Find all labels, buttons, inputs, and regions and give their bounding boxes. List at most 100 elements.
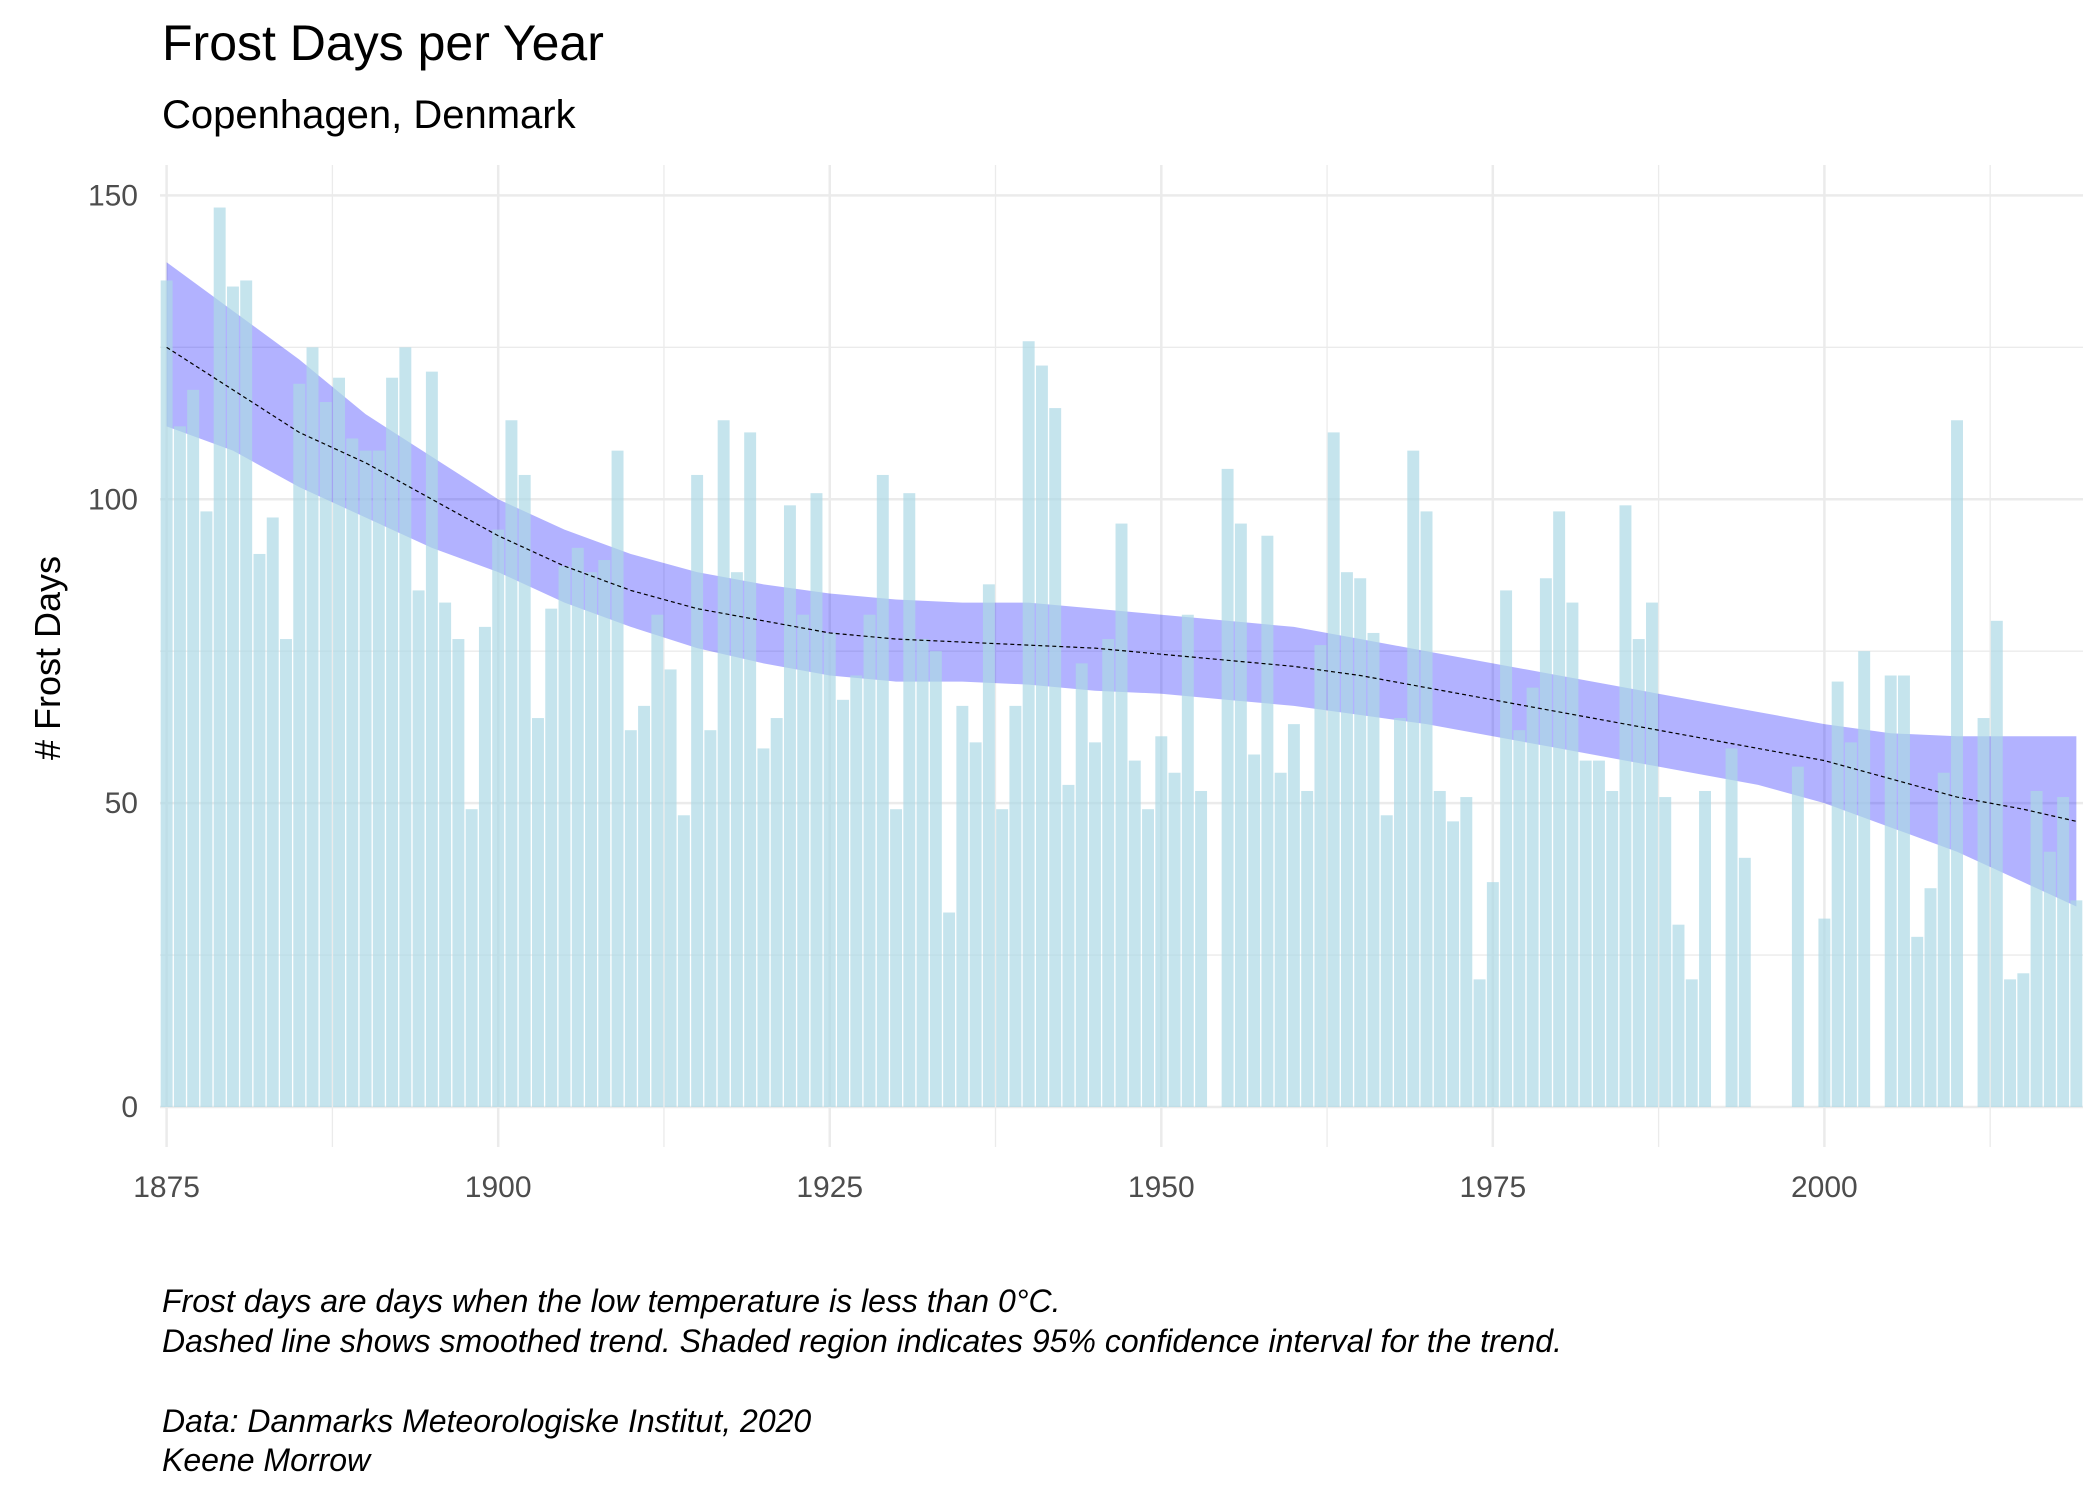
bar xyxy=(863,614,876,1107)
bar xyxy=(916,639,929,1107)
x-tick-label: 1925 xyxy=(796,1171,863,1204)
bar xyxy=(1672,924,1685,1107)
bar xyxy=(1155,736,1168,1107)
bar xyxy=(1831,681,1844,1107)
bar xyxy=(571,547,584,1107)
bar xyxy=(1049,408,1062,1107)
bar xyxy=(319,402,332,1107)
bar xyxy=(293,383,306,1107)
x-tick-label: 1875 xyxy=(133,1171,200,1204)
bar xyxy=(1791,766,1804,1107)
bar xyxy=(1513,730,1526,1107)
bar xyxy=(1221,468,1234,1107)
bar xyxy=(850,675,863,1107)
bar xyxy=(1553,511,1566,1107)
bar xyxy=(213,207,226,1107)
bar xyxy=(797,614,810,1107)
bar xyxy=(1592,760,1605,1107)
bar xyxy=(478,626,491,1107)
bar xyxy=(982,584,995,1107)
bar xyxy=(2070,900,2083,1107)
caption-line: Frost days are days when the low tempera… xyxy=(162,1283,1061,1319)
bar xyxy=(1566,602,1579,1107)
bar xyxy=(1274,772,1287,1107)
bar xyxy=(518,474,531,1108)
bar xyxy=(2030,790,2043,1107)
bar xyxy=(744,432,757,1107)
bar xyxy=(903,493,916,1107)
chart-subtitle: Copenhagen, Denmark xyxy=(162,93,577,137)
x-tick-label: 1900 xyxy=(465,1171,532,1204)
bar xyxy=(1951,420,1963,1108)
bar xyxy=(1009,705,1022,1107)
y-tick-label: 100 xyxy=(88,483,138,516)
bar xyxy=(1115,523,1128,1107)
x-tick-label: 1975 xyxy=(1459,1171,1526,1204)
bar xyxy=(2043,851,2056,1107)
bar xyxy=(611,450,624,1108)
bar xyxy=(173,426,186,1107)
bar xyxy=(1738,857,1751,1107)
caption-line: Data: Danmarks Meteorologiske Institut, … xyxy=(162,1403,811,1439)
bar xyxy=(372,450,385,1108)
bar xyxy=(465,809,478,1107)
plot-area xyxy=(160,207,2083,1108)
bar xyxy=(1659,797,1672,1107)
bar xyxy=(439,602,452,1107)
bar xyxy=(638,705,651,1107)
bar xyxy=(1526,687,1539,1107)
bar xyxy=(1075,663,1088,1107)
bar xyxy=(956,705,969,1107)
y-tick-label: 150 xyxy=(88,179,138,212)
bar xyxy=(890,809,903,1107)
bar xyxy=(412,590,425,1107)
bar xyxy=(1248,754,1261,1107)
bar xyxy=(1685,979,1698,1107)
bar xyxy=(1367,632,1380,1107)
confidence-band xyxy=(166,262,2077,907)
bar xyxy=(677,815,690,1107)
bar xyxy=(1181,614,1194,1107)
x-tick-label: 1950 xyxy=(1128,1171,1195,1204)
bar xyxy=(704,730,717,1107)
bar xyxy=(1884,675,1897,1107)
bar xyxy=(691,474,704,1108)
bar xyxy=(969,742,982,1107)
bar xyxy=(1447,821,1460,1107)
bar xyxy=(1725,748,1738,1107)
bar xyxy=(2017,973,2030,1107)
bar xyxy=(757,748,770,1107)
bar xyxy=(770,718,783,1107)
bar xyxy=(1619,505,1632,1108)
bar xyxy=(624,730,637,1107)
bar xyxy=(226,286,239,1107)
bar xyxy=(160,280,173,1108)
bar xyxy=(2057,797,2070,1107)
bar xyxy=(1062,784,1075,1107)
bar xyxy=(253,553,266,1107)
bar xyxy=(1142,809,1154,1107)
bar xyxy=(1897,675,1910,1107)
bar xyxy=(558,566,571,1107)
bar xyxy=(1089,742,1101,1107)
bar xyxy=(1924,888,1937,1107)
bar xyxy=(1301,790,1314,1107)
bar xyxy=(452,639,465,1107)
bar xyxy=(1500,590,1513,1107)
y-tick-label: 0 xyxy=(121,1091,138,1124)
y-axis-label: # Frost Days xyxy=(27,556,68,760)
bar xyxy=(306,347,319,1107)
y-tick-label: 50 xyxy=(105,787,138,820)
bar xyxy=(266,517,279,1107)
bar xyxy=(651,614,664,1107)
bar xyxy=(1022,341,1035,1108)
bar xyxy=(346,438,359,1107)
bar xyxy=(492,529,505,1107)
bar xyxy=(1579,760,1592,1107)
bar xyxy=(425,371,438,1107)
bar xyxy=(386,377,399,1107)
bar xyxy=(1606,790,1619,1107)
bar xyxy=(943,912,956,1107)
bar xyxy=(1420,511,1433,1107)
